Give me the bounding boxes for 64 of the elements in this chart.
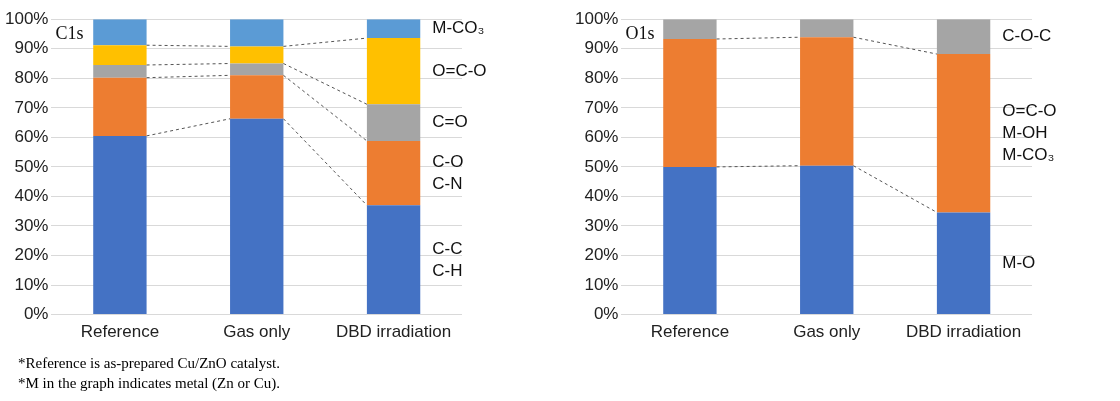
bar	[93, 64, 147, 78]
bar	[663, 38, 717, 167]
y-tick-label: 60%	[584, 127, 619, 147]
series-label: M-CO₃	[432, 18, 485, 38]
y-tick-label: 30%	[14, 215, 49, 235]
y-tick-label: 20%	[14, 245, 49, 265]
bar	[366, 205, 421, 315]
y-tick-label: 100%	[575, 8, 619, 28]
text: *Reference is as-prepared Cu/ZnO catalyst.	[18, 354, 281, 373]
chart-title: C1s	[55, 22, 84, 43]
y-tick-label: 0%	[23, 304, 49, 324]
chart-title: O1s	[625, 22, 655, 43]
bar	[230, 63, 284, 76]
bar	[800, 165, 854, 315]
y-tick-label: 0%	[593, 304, 619, 324]
bar	[230, 46, 284, 64]
bar	[93, 135, 147, 315]
y-tick-label: 90%	[584, 38, 619, 58]
bar	[936, 212, 991, 315]
y-tick-label: 40%	[584, 186, 619, 206]
y-tick-label: 20%	[584, 245, 619, 265]
y-tick-label: 70%	[584, 97, 619, 117]
y-tick-label: 100%	[5, 8, 49, 28]
y-tick-label: 10%	[584, 274, 619, 294]
bar	[366, 19, 421, 39]
bar	[663, 166, 717, 315]
bar	[800, 37, 854, 166]
x-tick-label: Reference	[650, 322, 730, 342]
bar	[663, 19, 717, 39]
y-tick-label: 80%	[14, 67, 49, 87]
y-tick-label: 50%	[14, 156, 49, 176]
bar	[93, 77, 147, 136]
y-tick-label: 50%	[584, 156, 619, 176]
series-label: C-C C-H	[432, 238, 463, 280]
x-tick-label: Gas only	[793, 322, 861, 342]
y-tick-label: 40%	[14, 186, 49, 206]
y-tick-label: 70%	[14, 97, 49, 117]
bar	[800, 19, 854, 38]
x-tick-label: DBD irradiation	[905, 322, 1022, 342]
series-label: O=C-O	[432, 60, 487, 80]
bar	[366, 38, 421, 105]
x-tick-label: Reference	[80, 322, 160, 342]
bar	[93, 45, 147, 65]
bar	[230, 118, 284, 315]
series-label: C-O C-N	[432, 151, 464, 193]
bar	[366, 140, 421, 206]
y-tick-label: 80%	[584, 67, 619, 87]
y-tick-label: 30%	[584, 215, 619, 235]
bar	[366, 104, 421, 141]
y-tick-label: 10%	[14, 274, 49, 294]
series-label: C-O-C	[1002, 26, 1052, 46]
x-tick-label: DBD irradiation	[335, 322, 452, 342]
bar	[230, 19, 284, 47]
bar	[936, 54, 991, 213]
series-label: C=O	[432, 112, 468, 132]
bar	[230, 75, 284, 119]
series-label: O=C-O M-OH M-CO₃	[1002, 100, 1057, 164]
y-tick-label: 90%	[14, 38, 49, 58]
series-label: M-O	[1002, 253, 1036, 273]
text: *M in the graph indicates metal (Zn or Cu).	[18, 374, 282, 393]
bar	[93, 19, 147, 46]
x-tick-label: Gas only	[223, 322, 291, 342]
bar	[936, 19, 991, 55]
y-tick-label: 60%	[14, 127, 49, 147]
